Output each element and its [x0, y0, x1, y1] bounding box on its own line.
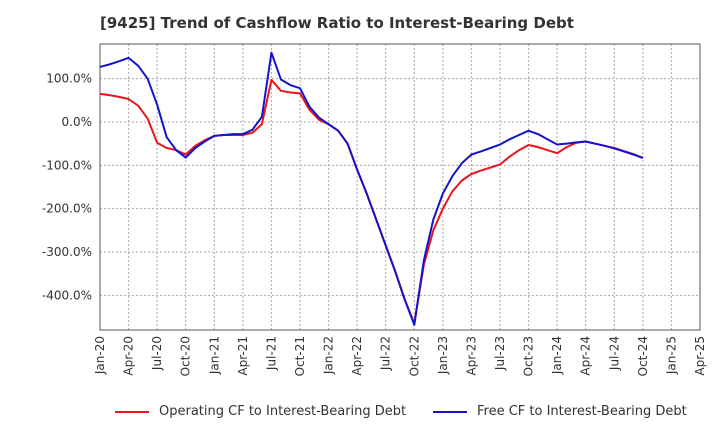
- x-tick-label: Oct-24: [636, 336, 650, 376]
- y-tick-label: 0.0%: [62, 115, 93, 129]
- x-tick-label: Oct-21: [293, 336, 307, 376]
- legend-item-operating-cf: Operating CF to Interest-Bearing Debt: [115, 404, 406, 419]
- x-tick-label: Oct-22: [407, 336, 421, 376]
- x-tick-label: Oct-23: [522, 336, 536, 376]
- x-tick-label: Apr-20: [122, 336, 136, 376]
- x-tick-label: Jan-22: [322, 336, 336, 375]
- y-tick-label: -200.0%: [42, 202, 92, 216]
- legend-label-operating-cf: Operating CF to Interest-Bearing Debt: [159, 404, 407, 419]
- x-tick-label: Apr-22: [350, 336, 364, 376]
- x-tick-label: Jan-24: [550, 336, 564, 375]
- y-tick-label: -400.0%: [42, 288, 92, 302]
- legend-swatch-operating-cf: [115, 410, 149, 413]
- series-line-operating-cf: [99, 78, 644, 325]
- x-tick-label: Jul-21: [264, 336, 278, 371]
- x-tick-label: Jul-24: [607, 336, 621, 371]
- x-tick-label: Jan-25: [664, 336, 678, 375]
- legend-item-free-cf: Free CF to Interest-Bearing Debt: [433, 404, 687, 419]
- x-tick-label: Apr-24: [579, 336, 593, 376]
- grid-lines: [100, 44, 700, 330]
- y-tick-label: 100.0%: [46, 72, 92, 86]
- x-tick-label: Jan-23: [436, 336, 450, 375]
- x-tick-label: Jul-20: [150, 336, 164, 371]
- x-tick-label: Apr-25: [693, 336, 707, 376]
- x-tick-label: Apr-21: [236, 336, 250, 376]
- series-lines: [99, 51, 644, 326]
- x-tick-label: Jan-20: [93, 336, 107, 375]
- x-tick-label: Oct-20: [179, 336, 193, 376]
- x-tick-label: Jan-21: [207, 336, 221, 375]
- y-tick-label: -100.0%: [42, 158, 92, 172]
- x-tick-label: Apr-23: [464, 336, 478, 376]
- legend-swatch-free-cf: [433, 410, 467, 413]
- plot-frame: [99, 43, 701, 331]
- series-line-free-cf: [99, 51, 644, 326]
- y-tick-label: -300.0%: [42, 245, 92, 259]
- x-tick-label: Jul-23: [493, 336, 507, 371]
- chart-title: [9425] Trend of Cashflow Ratio to Intere…: [100, 14, 574, 32]
- x-axis-ticks: Jan-20 Apr-20 Jul-20 Oct-20 Jan-21 Apr-21 Jul-…: [93, 336, 707, 376]
- y-axis-ticks: 100.0% 0.0% -100.0% -200.0% -300.0% -400.0%: [42, 72, 92, 303]
- legend-label-free-cf: Free CF to Interest-Bearing Debt: [477, 404, 687, 419]
- x-tick-label: Jul-22: [379, 336, 393, 371]
